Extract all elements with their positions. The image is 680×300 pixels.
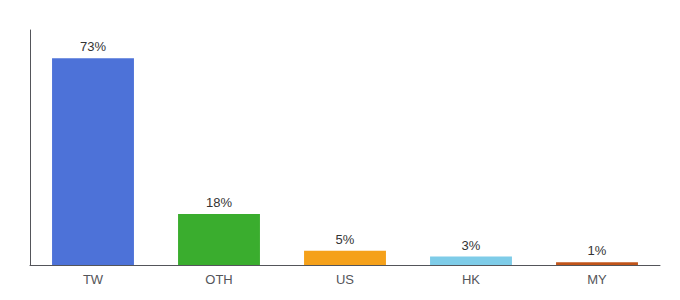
svg-text:5%: 5% (336, 232, 355, 247)
svg-text:1%: 1% (588, 243, 607, 258)
svg-text:MY: MY (587, 272, 607, 287)
svg-text:TW: TW (83, 272, 104, 287)
svg-text:US: US (336, 272, 354, 287)
svg-text:73%: 73% (80, 39, 106, 54)
svg-text:HK: HK (462, 272, 480, 287)
svg-text:3%: 3% (462, 238, 481, 253)
svg-text:OTH: OTH (205, 272, 232, 287)
svg-text:18%: 18% (206, 195, 232, 210)
